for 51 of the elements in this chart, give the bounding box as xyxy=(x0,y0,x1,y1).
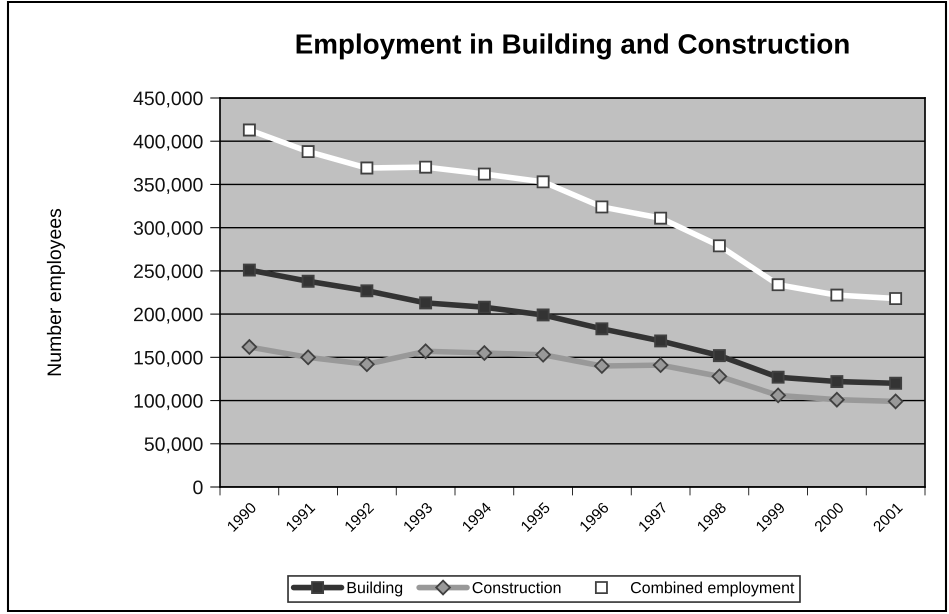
point xyxy=(712,368,728,384)
point xyxy=(712,239,726,252)
point xyxy=(888,394,904,410)
point xyxy=(830,375,844,388)
point xyxy=(889,292,902,306)
point xyxy=(359,356,375,372)
point xyxy=(242,264,256,276)
point xyxy=(889,376,902,390)
point xyxy=(772,370,785,384)
point xyxy=(242,339,258,355)
y-tick-label: 250,000 xyxy=(134,264,203,280)
y-tick-label: 450,000 xyxy=(134,91,203,108)
legend-label: Construction xyxy=(472,582,560,594)
point xyxy=(654,212,668,225)
point xyxy=(712,349,726,362)
point xyxy=(419,296,432,310)
point xyxy=(654,334,668,348)
y-tick-label: 300,000 xyxy=(134,221,203,238)
point xyxy=(830,288,844,302)
point xyxy=(478,300,491,314)
y-tick-label: 150,000 xyxy=(134,350,203,367)
point xyxy=(595,200,608,214)
point xyxy=(242,124,256,136)
y-tick-label: 100,000 xyxy=(134,394,203,410)
legend-label: Building xyxy=(348,582,402,596)
legend-label: Combined employment xyxy=(630,582,794,596)
point xyxy=(302,274,315,288)
point xyxy=(300,350,316,366)
point xyxy=(595,322,608,336)
point xyxy=(478,168,491,181)
point xyxy=(770,388,786,404)
point xyxy=(594,358,610,374)
point xyxy=(302,145,315,158)
point xyxy=(829,392,845,408)
point xyxy=(360,162,374,174)
point xyxy=(536,175,550,188)
y-tick-label: 350,000 xyxy=(134,178,203,194)
point xyxy=(772,278,785,292)
y-tick-label: 400,000 xyxy=(134,134,203,151)
point xyxy=(652,357,668,373)
point xyxy=(360,284,374,298)
chart-title: Employment in Building and Construction xyxy=(296,33,849,60)
point xyxy=(419,160,432,174)
y-tick-label: 50,000 xyxy=(144,437,203,454)
y-axis-title: Number employees xyxy=(46,208,65,376)
point xyxy=(476,345,492,361)
point xyxy=(536,308,550,322)
y-tick-label: 0 xyxy=(193,480,203,494)
point xyxy=(418,344,434,360)
point xyxy=(535,346,551,363)
y-tick-label: 200,000 xyxy=(134,308,203,324)
